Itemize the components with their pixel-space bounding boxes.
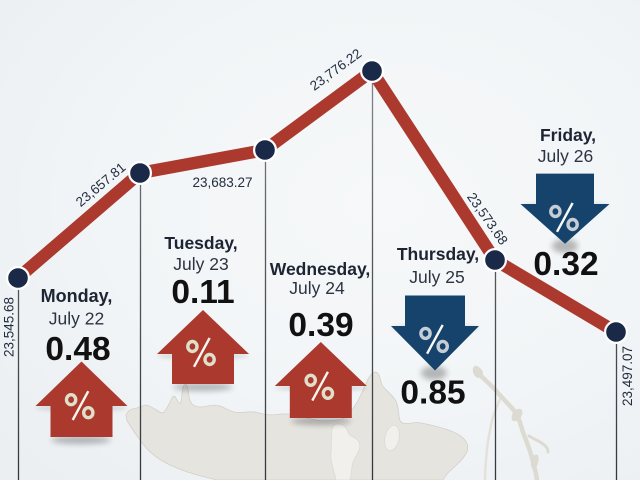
svg-text:0.85: 0.85 bbox=[400, 375, 465, 412]
svg-text:July 26: July 26 bbox=[538, 146, 593, 166]
svg-text:23,683.27: 23,683.27 bbox=[192, 175, 252, 190]
svg-text:July 22: July 22 bbox=[49, 309, 104, 329]
svg-text:Friday,: Friday, bbox=[540, 125, 596, 145]
svg-text:0.48: 0.48 bbox=[45, 331, 110, 368]
svg-text:Thursday,: Thursday, bbox=[397, 244, 479, 264]
svg-text:Wednesday,: Wednesday, bbox=[270, 259, 371, 279]
svg-text:23,497.07: 23,497.07 bbox=[620, 346, 635, 406]
svg-text:Tuesday,: Tuesday, bbox=[164, 233, 237, 253]
svg-text:July 24: July 24 bbox=[289, 278, 345, 298]
svg-text:Monday,: Monday, bbox=[41, 286, 113, 306]
svg-text:0.39: 0.39 bbox=[288, 307, 353, 344]
svg-text:0.11: 0.11 bbox=[171, 274, 234, 311]
svg-text:July 23: July 23 bbox=[173, 254, 228, 274]
svg-text:July 25: July 25 bbox=[409, 267, 464, 287]
svg-text:23,545.68: 23,545.68 bbox=[2, 297, 17, 357]
